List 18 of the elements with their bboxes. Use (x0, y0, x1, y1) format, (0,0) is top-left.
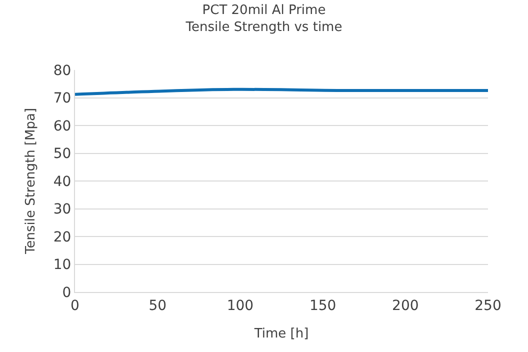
y-tick-label: 60 (53, 118, 72, 134)
y-tick-label: 30 (53, 202, 72, 218)
x-tick-label: 100 (226, 298, 254, 314)
y-tick-label: 20 (53, 229, 72, 246)
x-tick-label: 150 (309, 298, 336, 314)
x-tick-label: 250 (474, 298, 502, 314)
y-tick-label: 70 (53, 90, 72, 107)
x-tick-label: 200 (392, 298, 419, 314)
x-axis-title: Time [h] (253, 326, 309, 342)
y-axis-title: Tensile Strength [Mpa] (23, 108, 38, 256)
y-tick-label: 10 (53, 257, 72, 274)
chart-title: PCT 20mil Al Prime (202, 3, 326, 18)
y-tick-label: 80 (53, 62, 72, 79)
y-tick-label: 40 (53, 174, 72, 190)
y-tick-label: 50 (53, 146, 72, 162)
chart-subtitle: Tensile Strength vs time (184, 20, 342, 35)
x-tick-label: 50 (148, 298, 167, 314)
y-tick-label: 0 (62, 284, 72, 301)
